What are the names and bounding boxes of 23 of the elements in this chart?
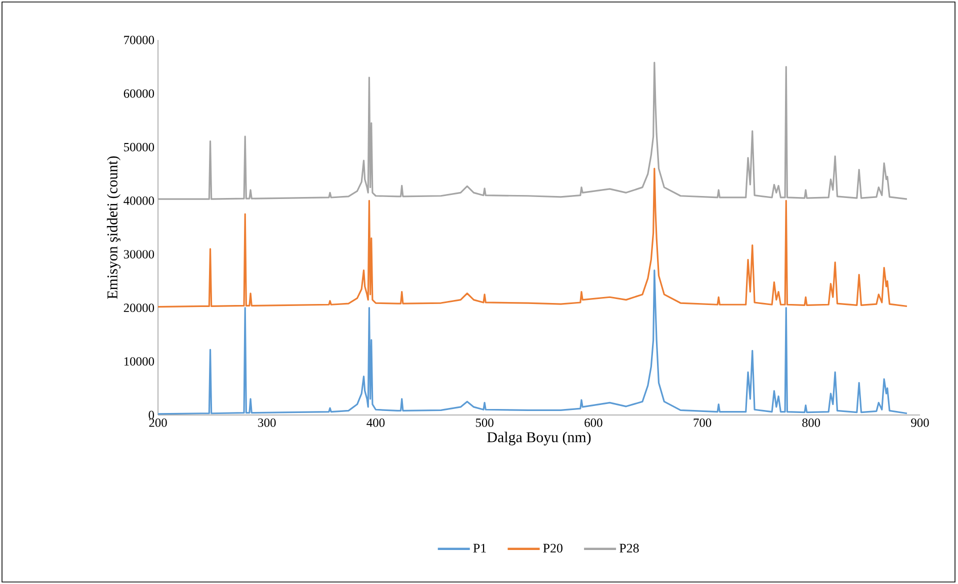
y-tick-label: 30000 [124, 250, 154, 258]
x-axis-title: Dalga Boyu (nm) [487, 432, 591, 446]
x-tick-label: 700 [694, 418, 712, 427]
y-tick-label: 70000 [124, 36, 154, 44]
line-series [157, 168, 908, 308]
x-tick-label: 900 [911, 418, 929, 427]
x-tick-label: 600 [584, 418, 602, 427]
x-tick-label: 500 [476, 418, 494, 427]
y-tick-label: 40000 [124, 196, 154, 205]
line-series [157, 270, 908, 415]
y-tick-label: 50000 [124, 142, 154, 152]
y-tick-label: 60000 [124, 89, 154, 98]
legend-label: P1 [473, 544, 486, 552]
legend-label: P28 [620, 544, 639, 553]
y-tick-label: 20000 [124, 304, 154, 312]
x-tick-label: 800 [802, 418, 820, 427]
x-tick-label: 300 [258, 418, 276, 427]
legend-label: P20 [543, 544, 562, 553]
y-tick-label: 10000 [124, 357, 154, 366]
y-axis-title: Emisyon şiddeti (count) [106, 156, 121, 299]
x-tick-label: 400 [366, 418, 385, 427]
y-tick-label: 0 [148, 410, 154, 420]
x-tick-label: 200 [149, 418, 167, 427]
